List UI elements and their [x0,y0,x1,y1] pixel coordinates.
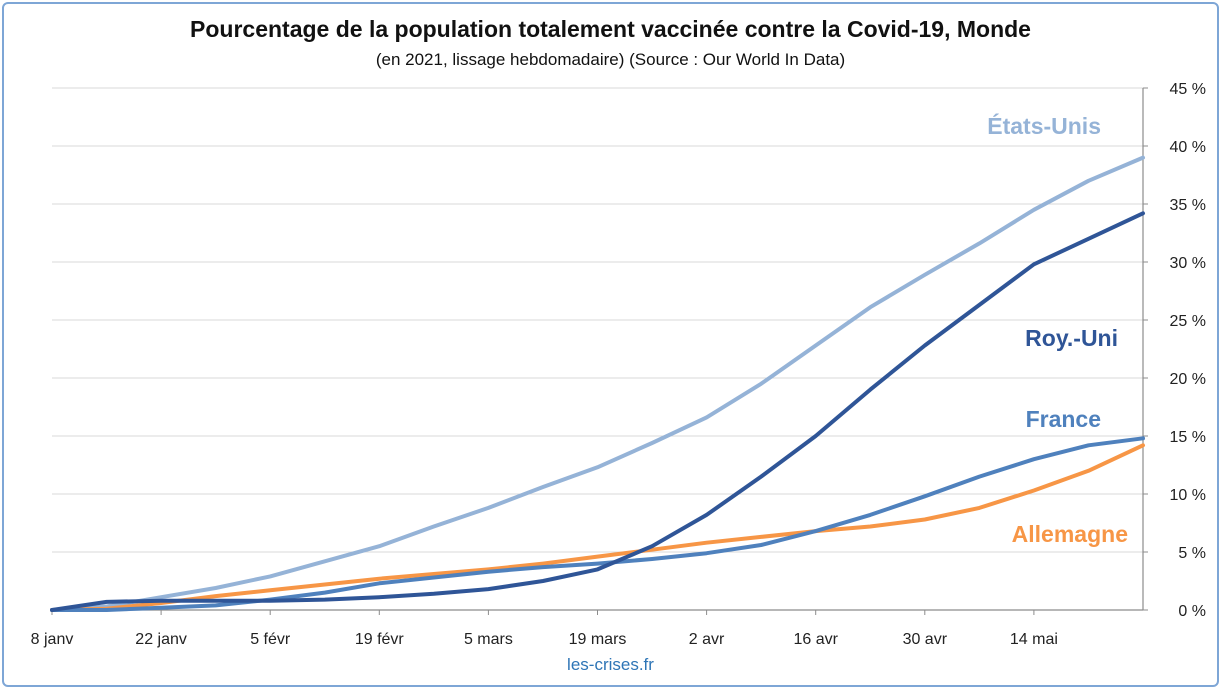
x-tick-label: 2 avr [689,631,725,648]
series-line-roy-uni [50,211,1145,612]
x-tick-label: 5 mars [464,631,513,648]
y-tick-label: 20 % [1170,371,1206,388]
y-tick-label: 15 % [1170,429,1206,446]
y-tick-label: 10 % [1170,487,1206,504]
x-tick-label: 8 janv [31,631,74,648]
series-line--tats-unis [50,155,1145,612]
series-label: France [1026,406,1101,432]
y-tick-label: 5 % [1178,545,1206,562]
series-line-france [50,436,1145,612]
series-line-allemagne [50,443,1145,612]
x-tick-label: 19 mars [569,631,627,648]
chart-title: Pourcentage de la population totalement … [190,16,1031,42]
x-tick-label: 5 févr [250,631,291,648]
series-label: Roy.-Uni [1025,325,1118,351]
y-tick-label: 35 % [1170,197,1206,214]
y-tick-label: 0 % [1178,603,1206,620]
y-tick-label: 30 % [1170,255,1206,272]
x-tick-label: 30 avr [903,631,948,648]
series-label: Allemagne [1012,521,1128,547]
x-tick-label: 14 mai [1010,631,1058,648]
y-tick-label: 45 % [1170,81,1206,98]
series-label: États-Unis [987,112,1101,139]
y-tick-label: 25 % [1170,313,1206,330]
source-note: les-crises.fr [567,655,654,674]
chart-subtitle: (en 2021, lissage hebdomadaire) (Source … [375,50,846,69]
x-tick-label: 19 févr [355,631,405,648]
x-tick-label: 16 avr [793,631,838,648]
x-tick-label: 22 janv [135,631,187,648]
y-tick-label: 40 % [1170,139,1206,156]
